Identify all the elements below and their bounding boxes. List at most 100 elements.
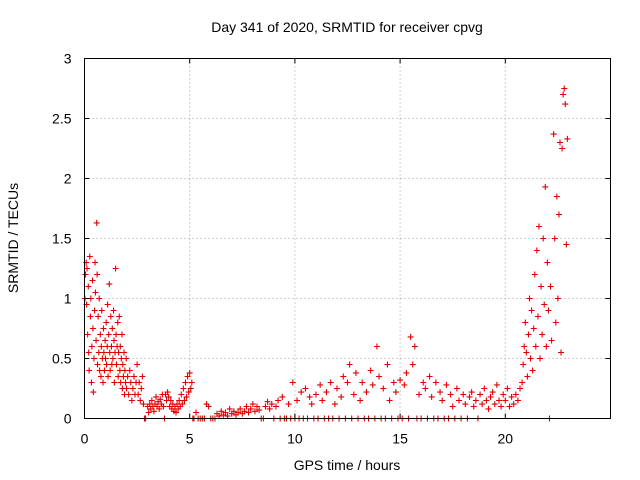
data-point xyxy=(392,389,399,396)
data-point xyxy=(487,393,494,400)
data-point xyxy=(508,393,515,400)
data-point xyxy=(109,355,116,362)
data-point xyxy=(165,393,172,400)
data-point xyxy=(323,389,330,396)
data-point xyxy=(560,91,567,98)
data-point xyxy=(543,343,550,350)
data-point xyxy=(547,283,554,290)
data-point xyxy=(489,389,496,396)
data-point xyxy=(136,379,143,386)
data-point xyxy=(118,331,125,338)
data-point xyxy=(333,385,340,392)
data-point xyxy=(150,408,157,415)
y-tick-label: 1 xyxy=(64,291,72,307)
data-point xyxy=(407,333,414,340)
data-point xyxy=(367,367,374,374)
data-point xyxy=(153,393,160,400)
data-point xyxy=(93,219,100,226)
data-point xyxy=(542,183,549,190)
data-point xyxy=(317,381,324,388)
data-point xyxy=(184,373,191,380)
data-point xyxy=(110,307,117,314)
data-point xyxy=(331,401,338,408)
data-point xyxy=(87,313,94,320)
data-point xyxy=(86,367,93,374)
data-point xyxy=(100,325,107,332)
data-point xyxy=(116,367,123,374)
data-point xyxy=(439,397,446,404)
data-point xyxy=(544,259,551,266)
data-point xyxy=(564,135,571,142)
data-point xyxy=(268,401,275,408)
data-point xyxy=(193,409,200,416)
data-point xyxy=(485,405,492,412)
data-point xyxy=(107,313,114,320)
data-point xyxy=(449,403,456,410)
data-point xyxy=(97,373,104,380)
data-point xyxy=(519,379,526,386)
data-point xyxy=(90,389,97,396)
data-point xyxy=(134,361,141,368)
data-point xyxy=(528,307,535,314)
data-point xyxy=(401,381,408,388)
data-point xyxy=(112,265,119,272)
data-point xyxy=(256,407,263,414)
data-point xyxy=(102,355,109,362)
data-point xyxy=(187,385,194,392)
axis-ticks: 0 5 10 15 20 0 0.5 1 1.5 2 2.5 3 xyxy=(52,51,611,447)
data-point xyxy=(222,409,229,416)
data-point xyxy=(376,373,383,380)
data-point xyxy=(84,265,91,272)
data-point xyxy=(557,139,564,146)
data-point xyxy=(102,337,109,344)
data-point xyxy=(138,385,145,392)
data-point xyxy=(384,361,391,368)
data-point xyxy=(462,401,469,408)
data-point xyxy=(179,401,186,408)
data-point xyxy=(500,391,507,398)
data-point xyxy=(205,403,212,410)
data-point xyxy=(243,403,250,410)
y-axis-label: SRMTID / TECUs xyxy=(5,183,21,293)
data-point xyxy=(185,389,192,396)
data-point xyxy=(403,369,410,376)
data-point xyxy=(479,401,486,408)
data-point xyxy=(537,355,544,362)
data-point xyxy=(109,325,116,332)
data-point xyxy=(344,379,351,386)
data-point xyxy=(514,397,521,404)
data-point xyxy=(350,391,357,398)
data-point xyxy=(380,385,387,392)
data-point xyxy=(319,397,326,404)
data-point xyxy=(502,397,509,404)
data-point xyxy=(524,373,531,380)
x-tick-label: 0 xyxy=(81,431,89,447)
data-point xyxy=(550,131,557,138)
data-point xyxy=(540,235,547,242)
x-tick-label: 15 xyxy=(392,431,408,447)
data-point xyxy=(529,367,536,374)
data-point xyxy=(493,381,500,388)
data-point xyxy=(373,343,380,350)
data-point xyxy=(279,393,286,400)
data-point xyxy=(264,398,271,405)
data-point xyxy=(327,379,334,386)
y-tick-label: 2 xyxy=(64,171,72,187)
data-point xyxy=(86,253,93,260)
data-point xyxy=(498,403,505,410)
data-point xyxy=(535,223,542,230)
data-point xyxy=(173,409,180,416)
data-point xyxy=(272,403,279,410)
data-point xyxy=(115,349,122,356)
data-point xyxy=(298,389,305,396)
data-point xyxy=(164,389,171,396)
data-point xyxy=(115,373,122,380)
data-point xyxy=(96,295,103,302)
data-point xyxy=(538,283,545,290)
data-point xyxy=(247,405,254,412)
data-point xyxy=(146,401,153,408)
data-point xyxy=(230,408,237,415)
data-point xyxy=(346,361,353,368)
data-point xyxy=(176,397,183,404)
